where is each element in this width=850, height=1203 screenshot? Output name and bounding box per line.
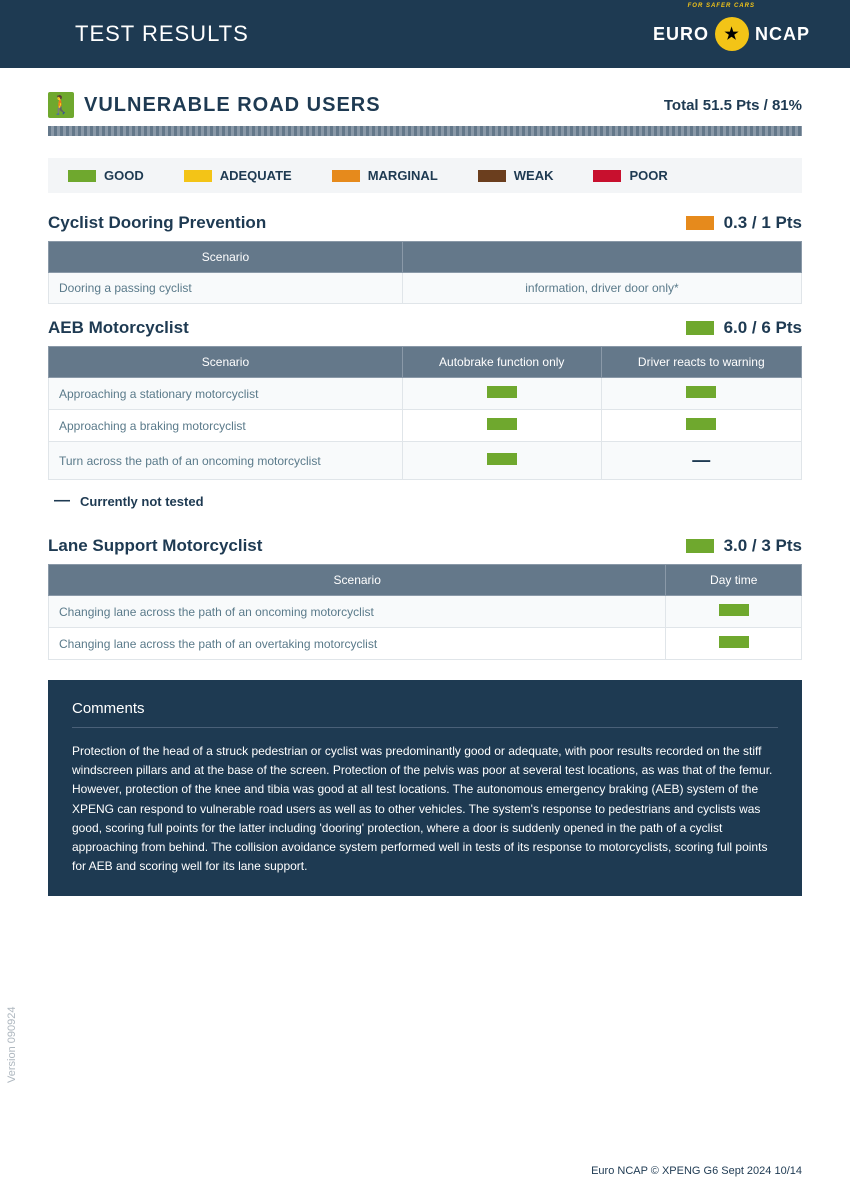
- sub3-r1-c1: [666, 628, 802, 660]
- sub2-th-2: Driver reacts to warning: [601, 347, 801, 378]
- sub1-header: Cyclist Dooring Prevention 0.3 / 1 Pts: [48, 213, 802, 233]
- sub2-r2-scenario: Turn across the path of an oncoming moto…: [49, 442, 403, 480]
- legend-weak: WEAK: [478, 168, 554, 183]
- section-title: VULNERABLE ROAD USERS: [84, 94, 381, 117]
- brand-logo: EURO FOR SAFER CARS NCAP: [653, 17, 810, 51]
- sub2-r1-c1: [402, 410, 601, 442]
- sub2-score-box: [686, 321, 714, 335]
- sub1-title: Cyclist Dooring Prevention: [48, 213, 266, 233]
- section-header: 🚶 VULNERABLE ROAD USERS Total 51.5 Pts /…: [48, 92, 802, 118]
- sub2-table: Scenario Autobrake function only Driver …: [48, 346, 802, 480]
- divider-stripe: [48, 126, 802, 136]
- sub2-r0-c2: [601, 378, 801, 410]
- sub1-table: Scenario Dooring a passing cyclist infor…: [48, 241, 802, 304]
- dash-icon: —: [54, 492, 70, 510]
- footer-text: Euro NCAP © XPENG G6 Sept 2024 10/14: [591, 1165, 802, 1177]
- sub2-th-1: Autobrake function only: [402, 347, 601, 378]
- sub2-score: 6.0 / 6 Pts: [724, 318, 802, 338]
- sub1-th-scenario: Scenario: [49, 242, 403, 273]
- swatch-good: [68, 170, 96, 182]
- sub1-row-scenario: Dooring a passing cyclist: [49, 273, 403, 304]
- swatch-poor: [593, 170, 621, 182]
- pedestrian-icon: 🚶: [48, 92, 74, 118]
- legend-marginal: MARGINAL: [332, 168, 438, 183]
- brand-right: NCAP: [755, 24, 810, 45]
- rating-legend: GOOD ADEQUATE MARGINAL WEAK POOR: [48, 158, 802, 193]
- sub3-th-1: Day time: [666, 565, 802, 596]
- sub3-score-box: [686, 539, 714, 553]
- sub2-th-0: Scenario: [49, 347, 403, 378]
- sub3-r0-c1: [666, 596, 802, 628]
- legend-adequate: ADEQUATE: [184, 168, 292, 183]
- comments-box: Comments Protection of the head of a str…: [48, 680, 802, 896]
- legend-poor: POOR: [593, 168, 667, 183]
- table-row: Changing lane across the path of an onco…: [49, 596, 802, 628]
- table-row: Dooring a passing cyclist information, d…: [49, 273, 802, 304]
- swatch-marginal: [332, 170, 360, 182]
- content: 🚶 VULNERABLE ROAD USERS Total 51.5 Pts /…: [0, 68, 850, 896]
- sub3-th-0: Scenario: [49, 565, 666, 596]
- sub3-r0-scenario: Changing lane across the path of an onco…: [49, 596, 666, 628]
- sub1-row-value: information, driver door only*: [402, 273, 801, 304]
- table-row: Approaching a stationary motorcyclist: [49, 378, 802, 410]
- sub2-header: AEB Motorcyclist 6.0 / 6 Pts: [48, 318, 802, 338]
- page-title: TEST RESULTS: [75, 21, 249, 47]
- sub1-score: 0.3 / 1 Pts: [724, 213, 802, 233]
- comments-body: Protection of the head of a struck pedes…: [72, 742, 778, 876]
- sub1-th-blank: [402, 242, 801, 273]
- sub2-r0-c1: [402, 378, 601, 410]
- sub2-r0-scenario: Approaching a stationary motorcyclist: [49, 378, 403, 410]
- sub3-header: Lane Support Motorcyclist 3.0 / 3 Pts: [48, 536, 802, 556]
- sub2-title: AEB Motorcyclist: [48, 318, 189, 338]
- brand-tagline: FOR SAFER CARS: [688, 3, 755, 9]
- sub3-score: 3.0 / 3 Pts: [724, 536, 802, 556]
- version-text: Version 090924: [6, 1007, 18, 1083]
- table-row: Approaching a braking motorcyclist: [49, 410, 802, 442]
- sub2-r1-c2: [601, 410, 801, 442]
- sub1-score-box: [686, 216, 714, 230]
- sub3-table: Scenario Day time Changing lane across t…: [48, 564, 802, 660]
- swatch-adequate: [184, 170, 212, 182]
- legend-good: GOOD: [68, 168, 144, 183]
- sub3-r1-scenario: Changing lane across the path of an over…: [49, 628, 666, 660]
- sub2-r2-c1: [402, 442, 601, 480]
- header-bar: TEST RESULTS EURO FOR SAFER CARS NCAP: [0, 0, 850, 68]
- total-score: Total 51.5 Pts / 81%: [664, 97, 802, 114]
- sub3-title: Lane Support Motorcyclist: [48, 536, 262, 556]
- not-tested-note: — Currently not tested: [48, 480, 802, 522]
- table-row: Changing lane across the path of an over…: [49, 628, 802, 660]
- brand-badge-icon: FOR SAFER CARS: [715, 17, 749, 51]
- sub2-r1-scenario: Approaching a braking motorcyclist: [49, 410, 403, 442]
- sub2-r2-c2: —: [601, 442, 801, 480]
- note-text: Currently not tested: [80, 494, 204, 509]
- swatch-weak: [478, 170, 506, 182]
- table-row: Turn across the path of an oncoming moto…: [49, 442, 802, 480]
- comments-title: Comments: [72, 700, 778, 728]
- brand-left: EURO: [653, 24, 709, 45]
